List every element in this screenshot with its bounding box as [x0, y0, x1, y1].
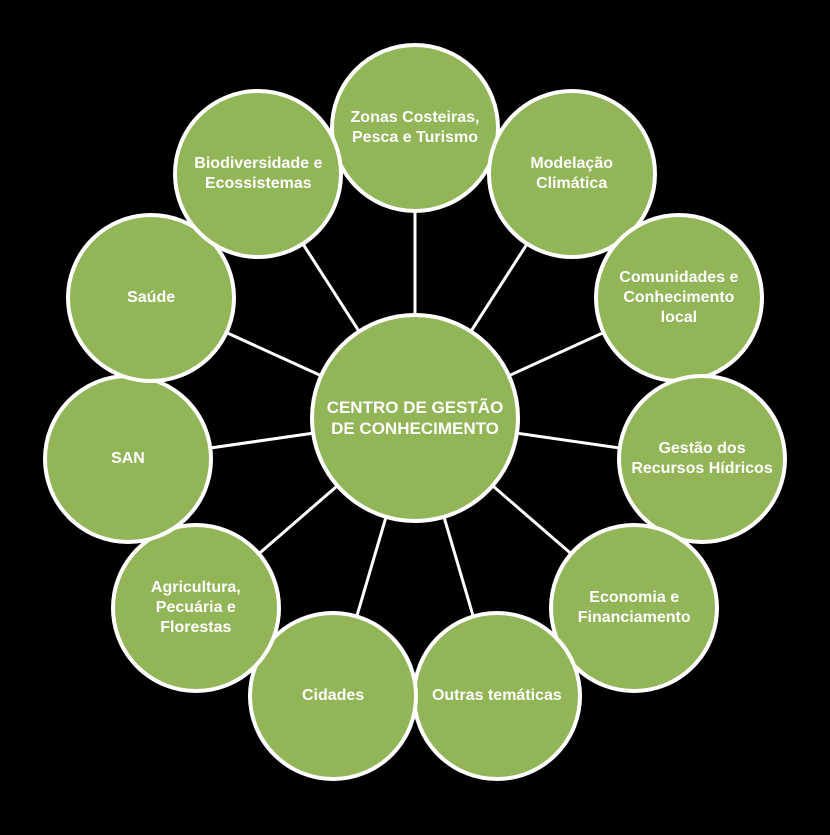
node-zonas-costeiras: Zonas Costeiras, Pesca e Turismo — [330, 43, 500, 213]
node-label: Zonas Costeiras, Pesca e Turismo — [334, 102, 496, 154]
node-label: Economia e Financiamento — [553, 582, 715, 634]
node-label: Outras temáticas — [426, 680, 568, 712]
node-label: Comunidades e Conhecimento local — [598, 262, 760, 334]
node-label: Cidades — [296, 680, 370, 712]
node-label: Saúde — [121, 282, 181, 314]
node-recursos-hidricos: Gestão dos Recursos Hídricos — [617, 374, 787, 544]
node-label: Gestão dos Recursos Hídricos — [621, 433, 783, 485]
node-label: SAN — [105, 443, 151, 475]
node-label: Biodiversidade e Ecossistemas — [177, 148, 339, 200]
center-node: CENTRO DE GESTÃO DE CONHECIMENTO — [310, 313, 520, 523]
node-label: Modelação Climática — [491, 148, 653, 200]
node-outras-tematicas: Outras temáticas — [412, 611, 582, 781]
node-biodiversidade: Biodiversidade e Ecossistemas — [173, 89, 343, 259]
center-node-label: CENTRO DE GESTÃO DE CONHECIMENTO — [314, 391, 516, 446]
node-label: Agricultura, Pecuária e Florestas — [115, 572, 277, 644]
diagram-canvas: CENTRO DE GESTÃO DE CONHECIMENTO Zonas Co… — [0, 0, 830, 835]
node-comunidades-conhecimento: Comunidades e Conhecimento local — [594, 213, 764, 383]
node-agricultura: Agricultura, Pecuária e Florestas — [111, 523, 281, 693]
node-san: SAN — [43, 374, 213, 544]
